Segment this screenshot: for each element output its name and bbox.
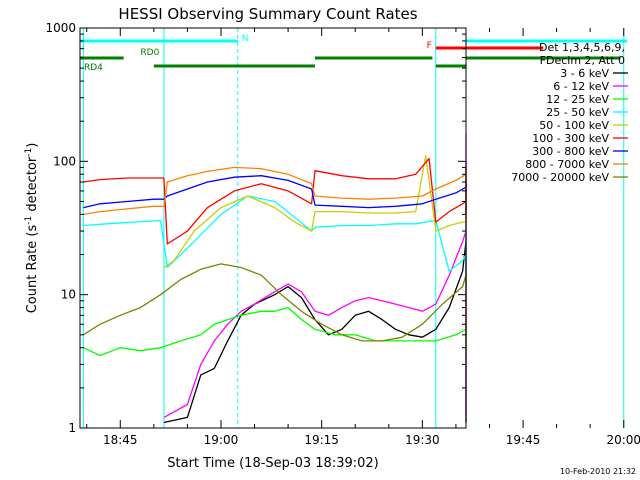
legend-label-12-25-kev: 12 - 25 keV [546, 93, 609, 106]
flag-label-rd4: RD4 [84, 63, 103, 73]
flag-bars: N F RD0 RD4 [80, 34, 628, 73]
flag-label-f: F [427, 41, 432, 51]
x-tick-label: 19:45 [506, 433, 541, 447]
legend-label-25-50-kev: 25 - 50 keV [546, 106, 609, 119]
legend-label-300-800-kev: 300 - 800 keV [532, 145, 609, 158]
legend-label-6-12-kev: 6 - 12 keV [553, 80, 609, 93]
series-line-25-50-kev [83, 195, 467, 290]
flag-label-rd0: RD0 [140, 48, 159, 58]
plot-frame [79, 27, 467, 429]
legend: Det 1,3,4,5,6,9,FDecim 2, Att 03 - 6 keV… [511, 41, 628, 184]
x-axis-label: Start Time (18-Sep-03 18:39:02) [167, 456, 378, 471]
x-tick-label: 19:00 [204, 433, 239, 447]
chart-title: HESSI Observing Summary Count Rates [118, 5, 417, 23]
x-tick-label: 20:00 [606, 433, 640, 447]
legend-header: Det 1,3,4,5,6,9, [539, 41, 625, 54]
y-tick-label: 100 [53, 154, 76, 168]
legend-header: FDecim 2, Att 0 [540, 54, 625, 67]
x-tick-label: 19:15 [304, 433, 339, 447]
legend-label-50-100-kev: 50 - 100 keV [539, 119, 609, 132]
series-line-800-7000-kev [83, 166, 467, 217]
y-axis-label: Count Rate (s-1 detector-1) [24, 143, 40, 314]
legend-label-100-300-kev: 100 - 300 keV [532, 132, 609, 145]
series-line-7000-20000-kev [83, 263, 467, 342]
y-tick-label: 1000 [45, 21, 76, 35]
legend-label-7000-20000-kev: 7000 - 20000 keV [511, 171, 609, 184]
footer-date: 10-Feb-2010 21:32 [560, 467, 636, 476]
y-tick-label: 10 [61, 288, 76, 302]
legend-label-800-7000-kev: 800 - 7000 keV [525, 158, 609, 171]
axes: 18:4519:0019:1519:3019:4520:0020:1511010… [45, 21, 640, 447]
series-line-12-25-kev [83, 306, 467, 357]
flag-label-n: N [242, 34, 249, 44]
x-tick-label: 18:45 [103, 433, 138, 447]
legend-label-3-6-kev: 3 - 6 keV [560, 67, 609, 80]
y-tick-label: 1 [68, 421, 76, 435]
x-tick-label: 19:30 [405, 433, 440, 447]
